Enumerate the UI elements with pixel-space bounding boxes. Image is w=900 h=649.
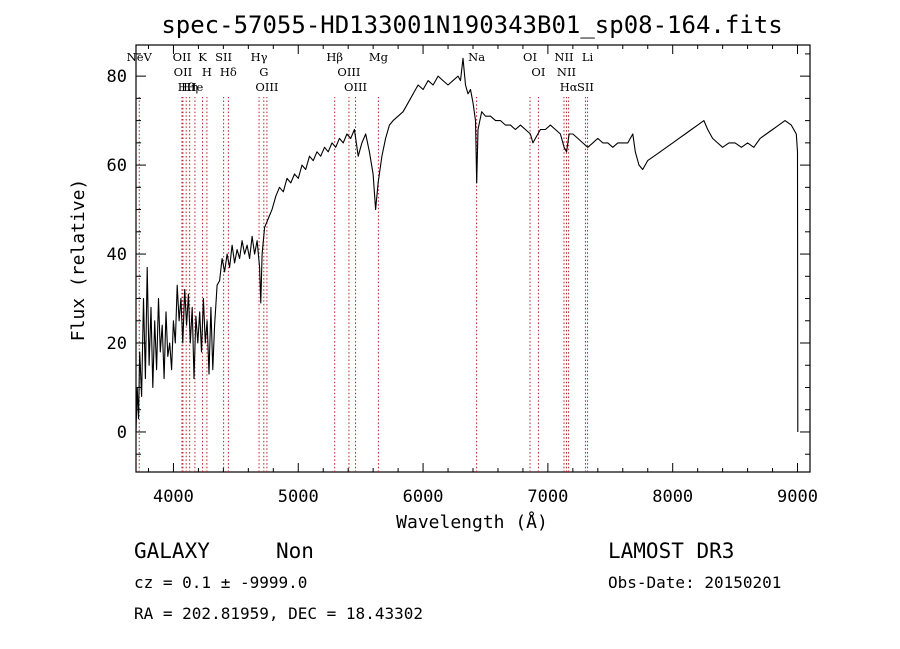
coordinates: RA = 202.81959, DEC = 18.43302 <box>134 604 423 623</box>
chart-title: spec-57055-HD133001N190343B01_sp08-164.f… <box>161 11 782 39</box>
line-marker-label: G <box>259 65 268 79</box>
y-axis-label: Flux (relative) <box>68 179 89 342</box>
line-marker-label: OIII <box>255 80 278 94</box>
x-tick-label: 4000 <box>153 487 194 507</box>
line-markers: NeV OIIOIIHθHηHeKHSIIHδHγGOIIIHβOIIIOIIIM… <box>127 50 594 472</box>
line-marker-label: NII <box>554 50 573 64</box>
line-marker-label: K <box>198 50 207 64</box>
obs-date: Obs-Date: 20150201 <box>608 573 781 592</box>
x-tick-label: 7000 <box>527 487 568 507</box>
line-marker-label: OI <box>523 50 537 64</box>
y-tick-label: 20 <box>107 334 127 354</box>
plot-frame <box>135 44 811 473</box>
x-tick-label: 8000 <box>652 487 693 507</box>
object-class: GALAXY <box>134 539 210 563</box>
line-marker-label: SII <box>215 50 232 64</box>
y-tick-label: 80 <box>107 67 127 87</box>
line-marker-label: H <box>202 65 212 79</box>
x-axis-label: Wavelength (Å) <box>396 511 548 533</box>
y-tick-label: 0 <box>117 423 127 443</box>
line-marker-label: SII <box>577 80 594 94</box>
line-marker-label: Hη <box>181 80 198 94</box>
redshift-cz: cz = 0.1 ± -9999.0 <box>134 573 307 592</box>
line-marker-label: Li <box>582 50 594 64</box>
spectrum-line <box>135 57 799 433</box>
line-marker-label: OI <box>531 65 545 79</box>
line-marker-label: Mg <box>369 50 389 64</box>
y-tick-label: 60 <box>107 156 127 176</box>
line-marker-label: Hγ <box>251 50 268 64</box>
line-marker-label: He <box>186 80 203 94</box>
line-marker-label: NII <box>557 65 576 79</box>
line-marker-label: NeV <box>127 50 153 64</box>
line-marker-label: OII <box>173 50 192 64</box>
line-marker-label: Hθ <box>178 80 195 94</box>
line-marker-label: Na <box>468 50 485 64</box>
x-tick-label: 9000 <box>777 487 818 507</box>
line-marker-label: Hα <box>560 80 578 94</box>
line-marker-label: OII <box>174 65 193 79</box>
survey-name: LAMOST DR3 <box>608 539 734 563</box>
line-marker-label: Hβ <box>326 50 343 64</box>
object-subclass: Non <box>276 539 314 563</box>
x-tick-label: 5000 <box>278 487 319 507</box>
axis-ticks: 4000 5000 6000 7000 8000 9000 0 20 40 60 80 <box>107 45 818 507</box>
line-marker-label: OIII <box>337 65 360 79</box>
x-tick-label: 6000 <box>403 487 444 507</box>
y-tick-label: 40 <box>107 245 127 265</box>
line-marker-label: Hδ <box>220 65 237 79</box>
line-marker-label: OIII <box>344 80 367 94</box>
